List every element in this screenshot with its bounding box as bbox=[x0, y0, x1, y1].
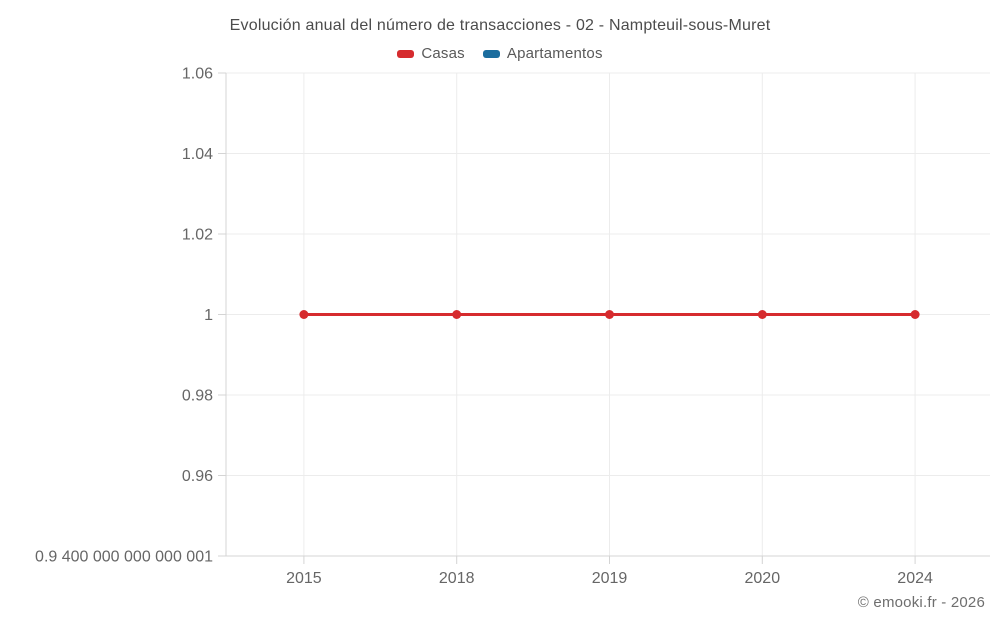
x-axis-tick-label: 2018 bbox=[439, 570, 475, 587]
apartamentos-swatch-icon bbox=[482, 49, 500, 58]
y-axis-tick-label: 0.98 bbox=[182, 388, 213, 405]
y-axis-tick-label: 1.04 bbox=[182, 146, 213, 163]
legend-item-casas[interactable]: Casas bbox=[397, 45, 465, 62]
legend: Casas Apartamentos bbox=[0, 45, 1000, 62]
legend-label-apartamentos: Apartamentos bbox=[506, 45, 603, 62]
legend-label-casas: Casas bbox=[421, 45, 465, 62]
y-axis-tick-label: 0.9 400 000 000 000 001 bbox=[35, 549, 213, 566]
x-axis-tick-label: 2019 bbox=[592, 570, 628, 587]
y-axis-tick-label: 1.06 bbox=[182, 66, 213, 83]
x-axis-tick-label: 2020 bbox=[745, 570, 781, 587]
casas-data-point[interactable] bbox=[605, 310, 614, 319]
chart-title: Evolución anual del número de transaccio… bbox=[229, 17, 771, 34]
legend-item-apartamentos[interactable]: Apartamentos bbox=[482, 45, 603, 62]
casas-data-point[interactable] bbox=[757, 310, 767, 319]
x-axis-tick-label: 2024 bbox=[897, 570, 933, 587]
casas-data-point[interactable] bbox=[299, 310, 309, 319]
copyright-credit: © emooki.fr - 2026 bbox=[857, 594, 985, 611]
y-axis-tick-label: 1.02 bbox=[182, 227, 213, 244]
y-axis-tick-label: 0.96 bbox=[182, 468, 213, 485]
casas-swatch-icon bbox=[397, 49, 415, 58]
x-axis-tick-label: 2015 bbox=[286, 570, 322, 587]
casas-data-point[interactable] bbox=[910, 310, 920, 319]
casas-data-point[interactable] bbox=[452, 310, 462, 319]
y-axis-tick-label: 1 bbox=[204, 307, 213, 324]
